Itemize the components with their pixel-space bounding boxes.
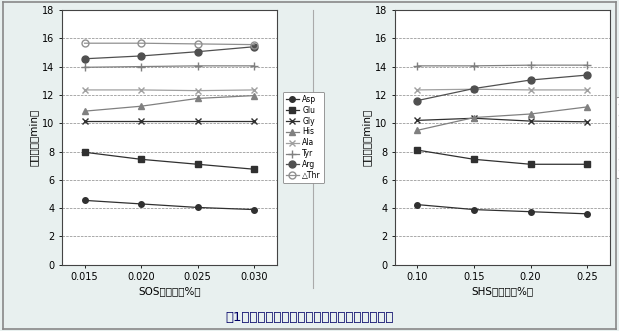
Gly <box>413 118 421 122</box>
His <box>413 128 421 132</box>
Asp <box>81 198 89 202</box>
Ala <box>470 87 478 91</box>
Arg <box>251 45 258 49</box>
Ala <box>413 88 421 92</box>
Gly <box>583 120 591 124</box>
Line: Tyr: Tyr <box>80 62 258 71</box>
Arg <box>527 78 534 82</box>
Asp <box>470 208 478 212</box>
Asp <box>137 202 145 206</box>
Line: Asp: Asp <box>415 202 590 216</box>
Line: Gly: Gly <box>414 115 591 125</box>
His <box>137 104 145 108</box>
Line: Glu: Glu <box>82 150 257 172</box>
Tyr <box>194 64 201 68</box>
Glu <box>81 150 89 154</box>
Tyr <box>251 64 258 68</box>
His <box>527 112 534 116</box>
Ala <box>527 88 534 92</box>
Glu <box>194 162 201 166</box>
Text: 図1．イオンペアー試薬の添加量と保持の関係: 図1．イオンペアー試薬の添加量と保持の関係 <box>225 311 394 324</box>
Gly <box>194 119 201 123</box>
His <box>583 105 591 109</box>
△Thr <box>137 41 145 45</box>
His <box>194 96 201 100</box>
△Thr <box>81 41 89 45</box>
X-axis label: SHS添加量（%）: SHS添加量（%） <box>471 287 534 297</box>
His <box>470 116 478 119</box>
Asp <box>194 206 201 210</box>
Y-axis label: 保持時間（min）: 保持時間（min） <box>29 109 39 166</box>
Glu <box>413 148 421 152</box>
Tyr <box>583 63 591 67</box>
Ala <box>81 88 89 92</box>
Asp <box>413 203 421 207</box>
Gly <box>81 119 89 123</box>
Ala <box>583 88 591 92</box>
His <box>81 109 89 113</box>
Ala <box>194 89 201 93</box>
Line: △Thr: △Thr <box>81 40 258 48</box>
Arg <box>81 57 89 61</box>
Line: Gly: Gly <box>81 118 258 124</box>
Glu <box>137 157 145 161</box>
Tyr <box>527 63 534 67</box>
△Thr <box>251 43 258 47</box>
Line: Glu: Glu <box>415 147 590 167</box>
Legend: Asp, Glu, Gly, His, Ala, Arg, Tyr: Asp, Glu, Gly, His, Ala, Arg, Tyr <box>615 97 619 178</box>
Arg <box>194 50 201 54</box>
Glu <box>527 162 534 166</box>
Glu <box>583 162 591 166</box>
X-axis label: SOS添加量（%）: SOS添加量（%） <box>138 287 201 297</box>
His <box>251 94 258 98</box>
Arg <box>413 99 421 103</box>
Glu <box>470 157 478 161</box>
Tyr <box>137 65 145 69</box>
Ala <box>251 88 258 92</box>
Glu <box>251 167 258 171</box>
Line: Arg: Arg <box>414 71 591 104</box>
Asp <box>527 210 534 214</box>
Line: Asp: Asp <box>82 198 257 213</box>
Line: His: His <box>82 93 257 114</box>
△Thr <box>194 42 201 46</box>
Line: His: His <box>415 104 590 133</box>
Legend: Asp, Glu, Gly, His, Ala, Tyr, Arg, △Thr: Asp, Glu, Gly, His, Ala, Tyr, Arg, △Thr <box>282 92 324 183</box>
Gly <box>137 119 145 123</box>
Tyr <box>81 65 89 69</box>
Tyr <box>470 64 478 68</box>
Line: Arg: Arg <box>81 43 258 62</box>
Gly <box>470 116 478 120</box>
Line: Ala: Ala <box>81 86 258 94</box>
Asp <box>583 212 591 216</box>
Arg <box>583 73 591 77</box>
Line: Tyr: Tyr <box>413 61 591 70</box>
Ala <box>137 88 145 92</box>
Tyr <box>413 64 421 68</box>
Gly <box>251 119 258 123</box>
Gly <box>527 119 534 123</box>
Arg <box>470 86 478 90</box>
Line: Ala: Ala <box>414 86 591 93</box>
Asp <box>251 208 258 212</box>
Y-axis label: 保持時間（min）: 保持時間（min） <box>362 109 372 166</box>
Arg <box>137 54 145 58</box>
